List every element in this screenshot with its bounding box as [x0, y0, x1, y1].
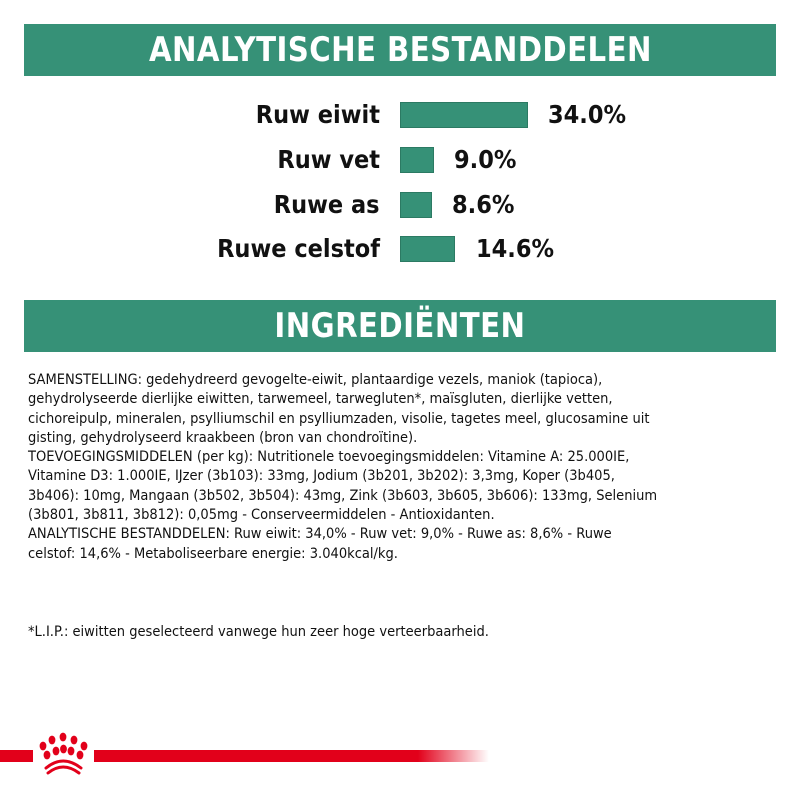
ingredients-line: SAMENSTELLING: gedehydreerd gevogelte-ei…: [28, 371, 603, 388]
additives-line: 3b406): 10mg, Mangaan (3b502, 3b504): 43…: [28, 486, 658, 504]
analytical-constituents-title: ANALYTISCHE BESTANDDELEN: [148, 30, 652, 70]
nutrient-row-protein: Ruw eiwit 34.0%: [0, 100, 800, 130]
nutrient-label: Ruw eiwit: [255, 100, 380, 129]
nutrient-bar: [400, 236, 455, 262]
nutrient-bar: [400, 147, 434, 173]
analytical-line: celstof: 14,6% - Metaboliseerbare energi…: [28, 544, 398, 562]
lip-footnote: *L.I.P.: eiwitten geselecteerd vanwege h…: [28, 623, 489, 640]
nutrient-bar: [400, 102, 528, 128]
royal-canin-crown-icon: [39, 732, 88, 775]
additives-line: Vitamine D3: 1.000IE, IJzer (3b103): 33m…: [28, 467, 615, 485]
analytical-constituents-banner: ANALYTISCHE BESTANDDELEN: [24, 24, 776, 76]
brand-stripe-left: [0, 750, 33, 762]
brand-stripe-right: [94, 750, 489, 762]
analytical-line: ANALYTISCHE BESTANDDELEN: Ruw eiwit: 34,…: [28, 525, 612, 543]
nutrient-label: Ruw vet: [277, 145, 380, 174]
ingredients-banner: INGREDIËNTEN: [24, 300, 776, 352]
nutrient-label: Ruwe celstof: [217, 234, 380, 263]
ingredients-text: SAMENSTELLING: gedehydreerd gevogelte-ei…: [28, 370, 788, 563]
ingredients-line: cichoreipulp, mineralen, psylliumschil e…: [28, 409, 650, 427]
nutrient-label: Ruwe as: [274, 190, 380, 219]
nutrient-row-fat: Ruw vet 9.0%: [0, 145, 800, 175]
nutrient-value: 9.0%: [454, 145, 517, 174]
additives-line: TOEVOEGINGSMIDDELEN (per kg): Nutritione…: [28, 448, 630, 466]
nutrient-bar: [400, 192, 432, 218]
nutrient-row-ash: Ruwe as 8.6%: [0, 190, 800, 220]
nutrient-value: 14.6%: [476, 234, 555, 263]
ingredients-line: gisting, gehydrolyseerd kraakbeen (bron …: [28, 428, 418, 446]
nutrient-value: 8.6%: [452, 190, 515, 219]
additives-line: (3b801, 3b811, 3b812): 0,05mg - Conserve…: [28, 506, 495, 524]
nutrient-value: 34.0%: [548, 100, 627, 129]
nutrient-row-fibre: Ruwe celstof 14.6%: [0, 234, 800, 264]
ingredients-title: INGREDIËNTEN: [274, 306, 526, 346]
ingredients-line: gehydrolyseerde dierlijke eiwitten, tarw…: [28, 390, 613, 408]
